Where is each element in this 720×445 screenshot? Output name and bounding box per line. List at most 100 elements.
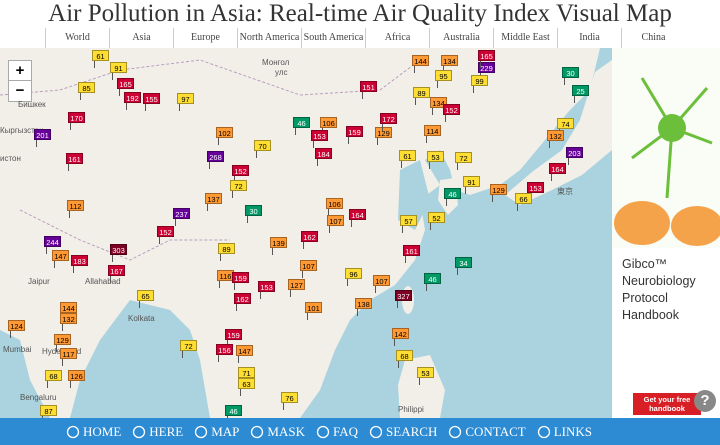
- aqi-marker[interactable]: 132: [60, 313, 77, 324]
- aqi-marker[interactable]: 57: [400, 215, 417, 226]
- aqi-marker[interactable]: 184: [315, 148, 332, 159]
- aqi-marker[interactable]: 152: [157, 226, 174, 237]
- aqi-marker[interactable]: 134: [441, 55, 458, 66]
- aqi-marker[interactable]: 61: [399, 150, 416, 161]
- aqi-marker[interactable]: 164: [349, 209, 366, 220]
- aqi-marker[interactable]: 327: [395, 290, 412, 301]
- aqi-marker[interactable]: 91: [110, 62, 127, 73]
- footer-link[interactable]: CONTACT: [448, 424, 526, 440]
- aqi-marker[interactable]: 153: [258, 281, 275, 292]
- aqi-marker[interactable]: 61: [92, 50, 109, 61]
- aqi-marker[interactable]: 229: [478, 62, 495, 73]
- aqi-marker[interactable]: 129: [375, 127, 392, 138]
- aqi-marker[interactable]: 153: [527, 182, 544, 193]
- aqi-marker[interactable]: 66: [515, 193, 532, 204]
- aqi-marker[interactable]: 106: [326, 198, 343, 209]
- aqi-marker[interactable]: 127: [288, 279, 305, 290]
- tab[interactable]: India: [557, 28, 621, 48]
- aqi-marker[interactable]: 70: [254, 140, 271, 151]
- tab[interactable]: Middle East: [493, 28, 557, 48]
- aqi-marker[interactable]: 34: [455, 257, 472, 268]
- tab[interactable]: China: [621, 28, 685, 48]
- footer-link[interactable]: FAQ: [316, 424, 358, 440]
- aqi-marker[interactable]: 159: [225, 329, 242, 340]
- footer-link[interactable]: MAP: [194, 424, 239, 440]
- aqi-marker[interactable]: 63: [238, 378, 255, 389]
- aqi-marker[interactable]: 68: [45, 370, 62, 381]
- map[interactable]: + − Монгол улс Бишкек Кыргызстан истон Jaipur…: [0, 48, 612, 418]
- aqi-marker[interactable]: 237: [173, 208, 190, 219]
- tab[interactable]: Europe: [173, 28, 237, 48]
- aqi-marker[interactable]: 129: [490, 184, 507, 195]
- aqi-marker[interactable]: 183: [71, 255, 88, 266]
- aqi-marker[interactable]: 76: [281, 392, 298, 403]
- tab[interactable]: Australia: [429, 28, 493, 48]
- tab[interactable]: Asia: [109, 28, 173, 48]
- aqi-marker[interactable]: 161: [66, 153, 83, 164]
- aqi-marker[interactable]: 107: [373, 275, 390, 286]
- aqi-marker[interactable]: 192: [124, 92, 141, 103]
- aqi-marker[interactable]: 46: [444, 188, 461, 199]
- aqi-marker[interactable]: 89: [218, 243, 235, 254]
- aqi-marker[interactable]: 53: [417, 367, 434, 378]
- aqi-marker[interactable]: 134: [430, 97, 447, 108]
- aqi-marker[interactable]: 96: [345, 268, 362, 279]
- aqi-marker[interactable]: 162: [234, 293, 251, 304]
- aqi-marker[interactable]: 99: [471, 75, 488, 86]
- aqi-marker[interactable]: 112: [67, 200, 84, 211]
- aqi-marker[interactable]: 91: [463, 176, 480, 187]
- aqi-marker[interactable]: 170: [68, 112, 85, 123]
- tab[interactable]: North America: [237, 28, 301, 48]
- aqi-marker[interactable]: 30: [562, 67, 579, 78]
- aqi-marker[interactable]: 144: [412, 55, 429, 66]
- aqi-marker[interactable]: 152: [232, 165, 249, 176]
- aqi-marker[interactable]: 153: [311, 130, 328, 141]
- aqi-marker[interactable]: 89: [413, 87, 430, 98]
- aqi-marker[interactable]: 165: [117, 78, 134, 89]
- aqi-marker[interactable]: 46: [225, 405, 242, 416]
- aqi-marker[interactable]: 164: [549, 163, 566, 174]
- aqi-marker[interactable]: 129: [54, 334, 71, 345]
- aqi-marker[interactable]: 68: [396, 350, 413, 361]
- aqi-marker[interactable]: 147: [52, 250, 69, 261]
- tab[interactable]: Africa: [365, 28, 429, 48]
- footer-link[interactable]: SEARCH: [369, 424, 437, 440]
- aqi-marker[interactable]: 161: [403, 245, 420, 256]
- aqi-marker[interactable]: 303: [110, 244, 127, 255]
- tab[interactable]: World: [45, 28, 109, 48]
- footer-link[interactable]: LINKS: [537, 424, 592, 440]
- footer-link[interactable]: MASK: [250, 424, 305, 440]
- ad-button[interactable]: Get your free handbook: [633, 393, 701, 415]
- aqi-marker[interactable]: 71: [238, 367, 255, 378]
- aqi-marker[interactable]: 102: [216, 127, 233, 138]
- aqi-marker[interactable]: 107: [327, 215, 344, 226]
- aqi-marker[interactable]: 159: [346, 126, 363, 137]
- aqi-marker[interactable]: 52: [428, 212, 445, 223]
- advertisement[interactable]: Gibco™ Neurobiology Protocol Handbook Ge…: [612, 48, 720, 418]
- aqi-marker[interactable]: 53: [427, 151, 444, 162]
- aqi-marker[interactable]: 106: [320, 117, 337, 128]
- aqi-marker[interactable]: 46: [293, 117, 310, 128]
- aqi-marker[interactable]: 138: [355, 298, 372, 309]
- help-button[interactable]: ?: [694, 390, 716, 412]
- aqi-marker[interactable]: 144: [60, 302, 77, 313]
- aqi-marker[interactable]: 155: [143, 93, 160, 104]
- aqi-marker[interactable]: 137: [205, 193, 222, 204]
- aqi-marker[interactable]: 107: [300, 260, 317, 271]
- aqi-marker[interactable]: 167: [108, 265, 125, 276]
- aqi-marker[interactable]: 87: [40, 405, 57, 416]
- aqi-marker[interactable]: 147: [236, 345, 253, 356]
- aqi-marker[interactable]: 117: [60, 348, 77, 359]
- aqi-marker[interactable]: 95: [435, 70, 452, 81]
- aqi-marker[interactable]: 72: [230, 180, 247, 191]
- aqi-marker[interactable]: 101: [305, 302, 322, 313]
- zoom-in[interactable]: +: [8, 60, 32, 82]
- aqi-marker[interactable]: 139: [270, 237, 287, 248]
- aqi-marker[interactable]: 156: [216, 344, 233, 355]
- aqi-marker[interactable]: 72: [455, 152, 472, 163]
- aqi-marker[interactable]: 85: [78, 82, 95, 93]
- aqi-marker[interactable]: 114: [424, 125, 441, 136]
- aqi-marker[interactable]: 72: [180, 340, 197, 351]
- aqi-marker[interactable]: 201: [34, 129, 51, 140]
- tab[interactable]: South America: [301, 28, 365, 48]
